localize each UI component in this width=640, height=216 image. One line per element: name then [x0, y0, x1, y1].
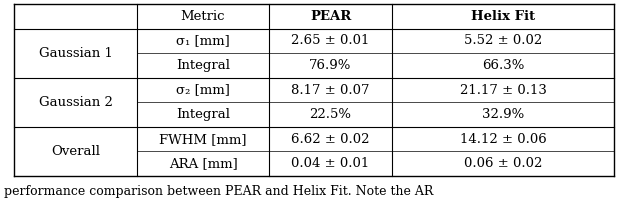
Text: ARA [mm]: ARA [mm] — [168, 157, 237, 170]
Text: 5.52 ± 0.02: 5.52 ± 0.02 — [464, 34, 542, 47]
Text: PEAR: PEAR — [310, 10, 351, 23]
Text: 2.65 ± 0.01: 2.65 ± 0.01 — [291, 34, 370, 47]
Text: 8.17 ± 0.07: 8.17 ± 0.07 — [291, 84, 370, 97]
Text: 6.62 ± 0.02: 6.62 ± 0.02 — [291, 133, 370, 146]
Text: Gaussian 1: Gaussian 1 — [38, 47, 113, 60]
Text: Overall: Overall — [51, 145, 100, 158]
Text: 32.9%: 32.9% — [482, 108, 524, 121]
Text: σ₂ [mm]: σ₂ [mm] — [176, 84, 230, 97]
Text: σ₁ [mm]: σ₁ [mm] — [176, 34, 230, 47]
Text: FWHM [mm]: FWHM [mm] — [159, 133, 247, 146]
Text: 76.9%: 76.9% — [309, 59, 352, 72]
Text: Integral: Integral — [176, 108, 230, 121]
Text: 21.17 ± 0.13: 21.17 ± 0.13 — [460, 84, 547, 97]
Text: 14.12 ± 0.06: 14.12 ± 0.06 — [460, 133, 547, 146]
Text: 0.06 ± 0.02: 0.06 ± 0.02 — [464, 157, 542, 170]
Text: 66.3%: 66.3% — [482, 59, 524, 72]
Text: Integral: Integral — [176, 59, 230, 72]
Text: performance comparison between PEAR and Helix Fit. Note the AR: performance comparison between PEAR and … — [4, 185, 433, 198]
Text: 0.04 ± 0.01: 0.04 ± 0.01 — [291, 157, 370, 170]
Text: 22.5%: 22.5% — [310, 108, 351, 121]
Text: Helix Fit: Helix Fit — [471, 10, 535, 23]
Text: Metric: Metric — [180, 10, 225, 23]
Text: Gaussian 2: Gaussian 2 — [38, 96, 113, 109]
